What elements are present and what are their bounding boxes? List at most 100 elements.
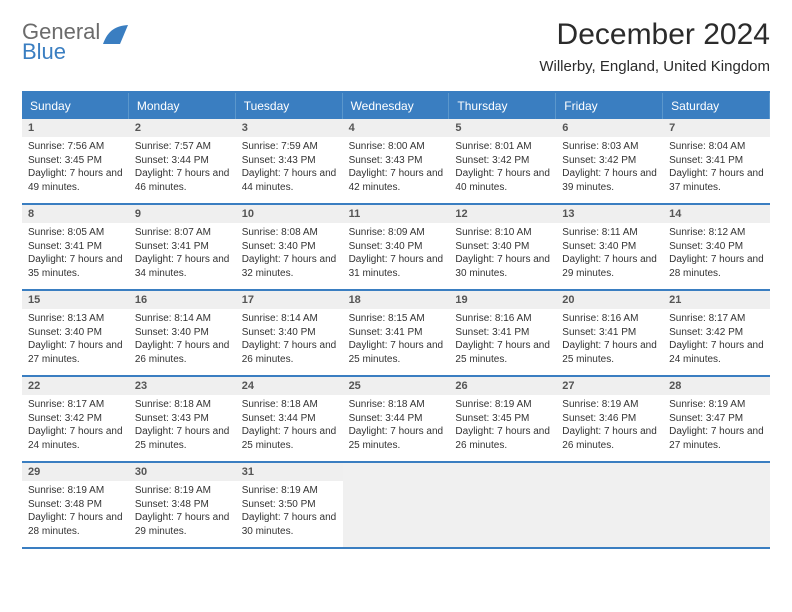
- calendar-cell: 23Sunrise: 8:18 AMSunset: 3:43 PMDayligh…: [129, 377, 236, 463]
- title-block: December 2024 Willerby, England, United …: [539, 18, 770, 75]
- calendar-cell: 5Sunrise: 8:01 AMSunset: 3:42 PMDaylight…: [449, 119, 556, 205]
- day-body: Sunrise: 8:01 AMSunset: 3:42 PMDaylight:…: [449, 137, 556, 200]
- day-body: Sunrise: 8:19 AMSunset: 3:48 PMDaylight:…: [22, 481, 129, 544]
- calendar-cell: 3Sunrise: 7:59 AMSunset: 3:43 PMDaylight…: [236, 119, 343, 205]
- day-number: 26: [449, 377, 556, 395]
- day-body: Sunrise: 8:10 AMSunset: 3:40 PMDaylight:…: [449, 223, 556, 286]
- calendar-cell: 12Sunrise: 8:10 AMSunset: 3:40 PMDayligh…: [449, 205, 556, 291]
- day-number: 13: [556, 205, 663, 223]
- day-header: Saturday: [663, 93, 770, 119]
- day-number: 23: [129, 377, 236, 395]
- day-body: Sunrise: 8:19 AMSunset: 3:45 PMDaylight:…: [449, 395, 556, 458]
- day-number: 9: [129, 205, 236, 223]
- day-number: 5: [449, 119, 556, 137]
- calendar-cell: 6Sunrise: 8:03 AMSunset: 3:42 PMDaylight…: [556, 119, 663, 205]
- calendar-cell: 13Sunrise: 8:11 AMSunset: 3:40 PMDayligh…: [556, 205, 663, 291]
- day-body: Sunrise: 8:14 AMSunset: 3:40 PMDaylight:…: [236, 309, 343, 372]
- calendar-cell: 7Sunrise: 8:04 AMSunset: 3:41 PMDaylight…: [663, 119, 770, 205]
- day-body: Sunrise: 8:18 AMSunset: 3:44 PMDaylight:…: [343, 395, 450, 458]
- day-header: Friday: [556, 93, 663, 119]
- calendar-cell: 16Sunrise: 8:14 AMSunset: 3:40 PMDayligh…: [129, 291, 236, 377]
- day-number: 2: [129, 119, 236, 137]
- day-number: 1: [22, 119, 129, 137]
- calendar-cell: 8Sunrise: 8:05 AMSunset: 3:41 PMDaylight…: [22, 205, 129, 291]
- calendar-cell: 26Sunrise: 8:19 AMSunset: 3:45 PMDayligh…: [449, 377, 556, 463]
- day-number: 29: [22, 463, 129, 481]
- day-body: Sunrise: 8:19 AMSunset: 3:47 PMDaylight:…: [663, 395, 770, 458]
- calendar-cell: 9Sunrise: 8:07 AMSunset: 3:41 PMDaylight…: [129, 205, 236, 291]
- calendar-cell: 11Sunrise: 8:09 AMSunset: 3:40 PMDayligh…: [343, 205, 450, 291]
- calendar-cell: 24Sunrise: 8:18 AMSunset: 3:44 PMDayligh…: [236, 377, 343, 463]
- page-header: General Blue December 2024 Willerby, Eng…: [22, 18, 770, 75]
- day-body: Sunrise: 8:16 AMSunset: 3:41 PMDaylight:…: [449, 309, 556, 372]
- calendar-cell: 25Sunrise: 8:18 AMSunset: 3:44 PMDayligh…: [343, 377, 450, 463]
- day-header: Wednesday: [343, 93, 450, 119]
- day-number: 22: [22, 377, 129, 395]
- day-number: 21: [663, 291, 770, 309]
- day-body: Sunrise: 8:09 AMSunset: 3:40 PMDaylight:…: [343, 223, 450, 286]
- day-number: 25: [343, 377, 450, 395]
- day-header: Monday: [129, 93, 236, 119]
- calendar-cell: 15Sunrise: 8:13 AMSunset: 3:40 PMDayligh…: [22, 291, 129, 377]
- day-number: 4: [343, 119, 450, 137]
- day-body: Sunrise: 8:04 AMSunset: 3:41 PMDaylight:…: [663, 137, 770, 200]
- calendar-cell: 31Sunrise: 8:19 AMSunset: 3:50 PMDayligh…: [236, 463, 343, 549]
- day-number: 28: [663, 377, 770, 395]
- day-number: 11: [343, 205, 450, 223]
- day-number: 24: [236, 377, 343, 395]
- calendar-cell: 28Sunrise: 8:19 AMSunset: 3:47 PMDayligh…: [663, 377, 770, 463]
- day-body: Sunrise: 8:12 AMSunset: 3:40 PMDaylight:…: [663, 223, 770, 286]
- day-number: 31: [236, 463, 343, 481]
- day-number: 20: [556, 291, 663, 309]
- day-body: Sunrise: 8:08 AMSunset: 3:40 PMDaylight:…: [236, 223, 343, 286]
- day-number: 18: [343, 291, 450, 309]
- calendar-cell: 1Sunrise: 7:56 AMSunset: 3:45 PMDaylight…: [22, 119, 129, 205]
- day-body: Sunrise: 7:59 AMSunset: 3:43 PMDaylight:…: [236, 137, 343, 200]
- calendar-cell: 27Sunrise: 8:19 AMSunset: 3:46 PMDayligh…: [556, 377, 663, 463]
- day-body: Sunrise: 8:07 AMSunset: 3:41 PMDaylight:…: [129, 223, 236, 286]
- calendar-cell: 10Sunrise: 8:08 AMSunset: 3:40 PMDayligh…: [236, 205, 343, 291]
- day-number: 10: [236, 205, 343, 223]
- day-body: Sunrise: 7:56 AMSunset: 3:45 PMDaylight:…: [22, 137, 129, 200]
- day-body: Sunrise: 8:17 AMSunset: 3:42 PMDaylight:…: [663, 309, 770, 372]
- day-body: Sunrise: 8:03 AMSunset: 3:42 PMDaylight:…: [556, 137, 663, 200]
- day-body: Sunrise: 8:14 AMSunset: 3:40 PMDaylight:…: [129, 309, 236, 372]
- day-header: Thursday: [449, 93, 556, 119]
- day-header: Sunday: [22, 93, 129, 119]
- calendar-cell: 29Sunrise: 8:19 AMSunset: 3:48 PMDayligh…: [22, 463, 129, 549]
- day-number: 3: [236, 119, 343, 137]
- day-body: Sunrise: 8:18 AMSunset: 3:43 PMDaylight:…: [129, 395, 236, 458]
- calendar-cell: [343, 463, 450, 549]
- calendar-cell: 18Sunrise: 8:15 AMSunset: 3:41 PMDayligh…: [343, 291, 450, 377]
- day-number: 14: [663, 205, 770, 223]
- day-body: Sunrise: 8:16 AMSunset: 3:41 PMDaylight:…: [556, 309, 663, 372]
- day-body: Sunrise: 8:19 AMSunset: 3:46 PMDaylight:…: [556, 395, 663, 458]
- page-title: December 2024: [539, 18, 770, 52]
- day-body: Sunrise: 8:19 AMSunset: 3:48 PMDaylight:…: [129, 481, 236, 544]
- day-body: Sunrise: 8:18 AMSunset: 3:44 PMDaylight:…: [236, 395, 343, 458]
- day-number: 27: [556, 377, 663, 395]
- calendar-grid: SundayMondayTuesdayWednesdayThursdayFrid…: [22, 91, 770, 549]
- calendar-cell: 21Sunrise: 8:17 AMSunset: 3:42 PMDayligh…: [663, 291, 770, 377]
- day-header: Tuesday: [236, 93, 343, 119]
- day-body: Sunrise: 8:11 AMSunset: 3:40 PMDaylight:…: [556, 223, 663, 286]
- day-number: 15: [22, 291, 129, 309]
- brand-word-2: Blue: [22, 39, 66, 64]
- day-body: Sunrise: 8:13 AMSunset: 3:40 PMDaylight:…: [22, 309, 129, 372]
- day-number: 12: [449, 205, 556, 223]
- calendar-cell: 20Sunrise: 8:16 AMSunset: 3:41 PMDayligh…: [556, 291, 663, 377]
- day-number: 6: [556, 119, 663, 137]
- calendar-cell: [449, 463, 556, 549]
- day-body: Sunrise: 8:05 AMSunset: 3:41 PMDaylight:…: [22, 223, 129, 286]
- calendar-cell: [556, 463, 663, 549]
- calendar-cell: 30Sunrise: 8:19 AMSunset: 3:48 PMDayligh…: [129, 463, 236, 549]
- calendar-cell: 19Sunrise: 8:16 AMSunset: 3:41 PMDayligh…: [449, 291, 556, 377]
- calendar-cell: 2Sunrise: 7:57 AMSunset: 3:44 PMDaylight…: [129, 119, 236, 205]
- calendar-cell: [663, 463, 770, 549]
- day-number: 17: [236, 291, 343, 309]
- day-body: Sunrise: 8:00 AMSunset: 3:43 PMDaylight:…: [343, 137, 450, 200]
- day-number: 16: [129, 291, 236, 309]
- brand-logo: General Blue: [22, 18, 130, 62]
- day-body: Sunrise: 8:15 AMSunset: 3:41 PMDaylight:…: [343, 309, 450, 372]
- calendar-cell: 22Sunrise: 8:17 AMSunset: 3:42 PMDayligh…: [22, 377, 129, 463]
